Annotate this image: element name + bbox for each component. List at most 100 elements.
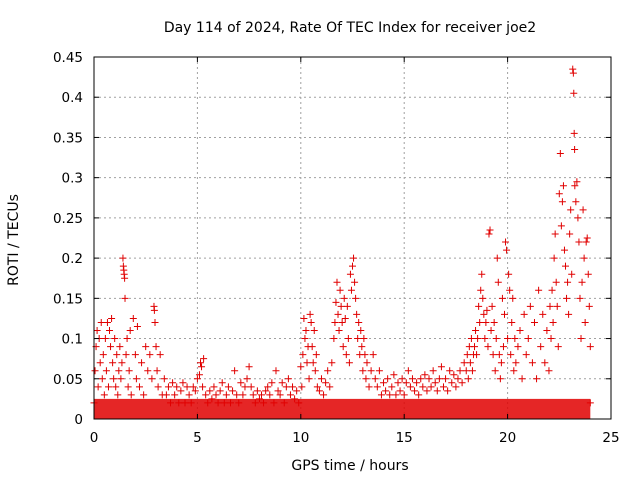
data-point	[249, 391, 257, 399]
data-point	[339, 343, 347, 351]
data-point	[326, 383, 334, 391]
data-point	[462, 367, 470, 375]
data-point	[473, 351, 481, 359]
data-point	[494, 278, 502, 286]
data-point	[300, 314, 308, 322]
data-point	[487, 327, 495, 335]
data-point	[343, 302, 351, 310]
data-point	[332, 298, 340, 306]
data-point	[216, 387, 224, 395]
data-point	[489, 351, 497, 359]
data-point	[581, 318, 589, 326]
data-point	[541, 359, 549, 367]
data-point	[524, 335, 532, 343]
data-point	[233, 391, 241, 399]
data-point	[582, 238, 590, 246]
data-point	[425, 375, 433, 383]
data-point	[311, 367, 319, 375]
data-point	[200, 355, 208, 363]
data-point	[101, 335, 109, 343]
data-point	[390, 371, 398, 379]
data-points	[90, 65, 594, 407]
data-point	[558, 198, 566, 206]
data-point	[507, 351, 515, 359]
data-point	[179, 379, 187, 387]
data-point	[504, 335, 512, 343]
data-point	[576, 294, 584, 302]
data-point	[413, 379, 421, 387]
data-point	[574, 214, 582, 222]
data-point	[467, 335, 475, 343]
data-point	[199, 383, 207, 391]
data-point	[189, 383, 197, 391]
data-point	[129, 314, 137, 322]
data-point	[278, 379, 286, 387]
data-point	[195, 371, 203, 379]
data-point	[258, 391, 266, 399]
data-point	[100, 391, 108, 399]
data-point	[298, 383, 306, 391]
data-point	[98, 375, 106, 383]
data-point	[535, 286, 543, 294]
data-point	[386, 391, 394, 399]
data-point	[417, 375, 425, 383]
data-point	[229, 387, 237, 395]
chart-title: Day 114 of 2024, Rate Of TEC Index for r…	[164, 20, 536, 36]
data-point	[463, 351, 471, 359]
data-point	[282, 383, 290, 391]
data-point	[336, 286, 344, 294]
data-point	[210, 383, 218, 391]
data-point	[583, 234, 591, 242]
data-point	[360, 335, 368, 343]
data-point	[491, 367, 499, 375]
data-point	[433, 387, 441, 395]
y-tick-label: 0.35	[53, 130, 83, 146]
data-point	[384, 375, 392, 383]
data-point	[528, 359, 536, 367]
data-point	[119, 254, 127, 262]
data-point	[126, 327, 134, 335]
data-point	[439, 383, 447, 391]
data-point	[478, 270, 486, 278]
data-point	[511, 335, 519, 343]
data-point	[245, 363, 253, 371]
data-point	[138, 359, 146, 367]
data-point	[394, 379, 402, 387]
baseline-band	[94, 398, 591, 419]
data-point	[570, 89, 578, 97]
data-point	[231, 367, 239, 375]
data-point	[308, 343, 316, 351]
data-point	[427, 383, 435, 391]
axis-ticks	[93, 56, 612, 420]
data-point	[110, 375, 118, 383]
data-point	[333, 278, 341, 286]
data-point	[577, 335, 585, 343]
data-point	[358, 343, 366, 351]
data-point	[243, 375, 251, 383]
data-point	[454, 375, 462, 383]
data-point	[253, 387, 261, 395]
data-point	[365, 383, 373, 391]
data-point	[548, 286, 556, 294]
data-point	[127, 391, 135, 399]
data-point	[556, 150, 564, 158]
data-point	[151, 318, 159, 326]
data-point	[357, 327, 365, 335]
data-point	[164, 383, 172, 391]
y-axis-label: ROTI / TECUs	[6, 194, 22, 286]
x-tick-label: 25	[602, 430, 619, 446]
data-point	[297, 363, 305, 371]
data-point	[104, 383, 112, 391]
data-point	[116, 343, 124, 351]
data-point	[429, 367, 437, 375]
data-point	[508, 318, 516, 326]
data-point	[272, 367, 280, 375]
data-point	[306, 310, 314, 318]
data-point	[375, 367, 383, 375]
data-point	[520, 310, 528, 318]
data-point	[518, 375, 526, 383]
data-point	[337, 302, 345, 310]
data-point	[91, 367, 99, 375]
data-point	[568, 270, 576, 278]
data-point	[367, 367, 375, 375]
